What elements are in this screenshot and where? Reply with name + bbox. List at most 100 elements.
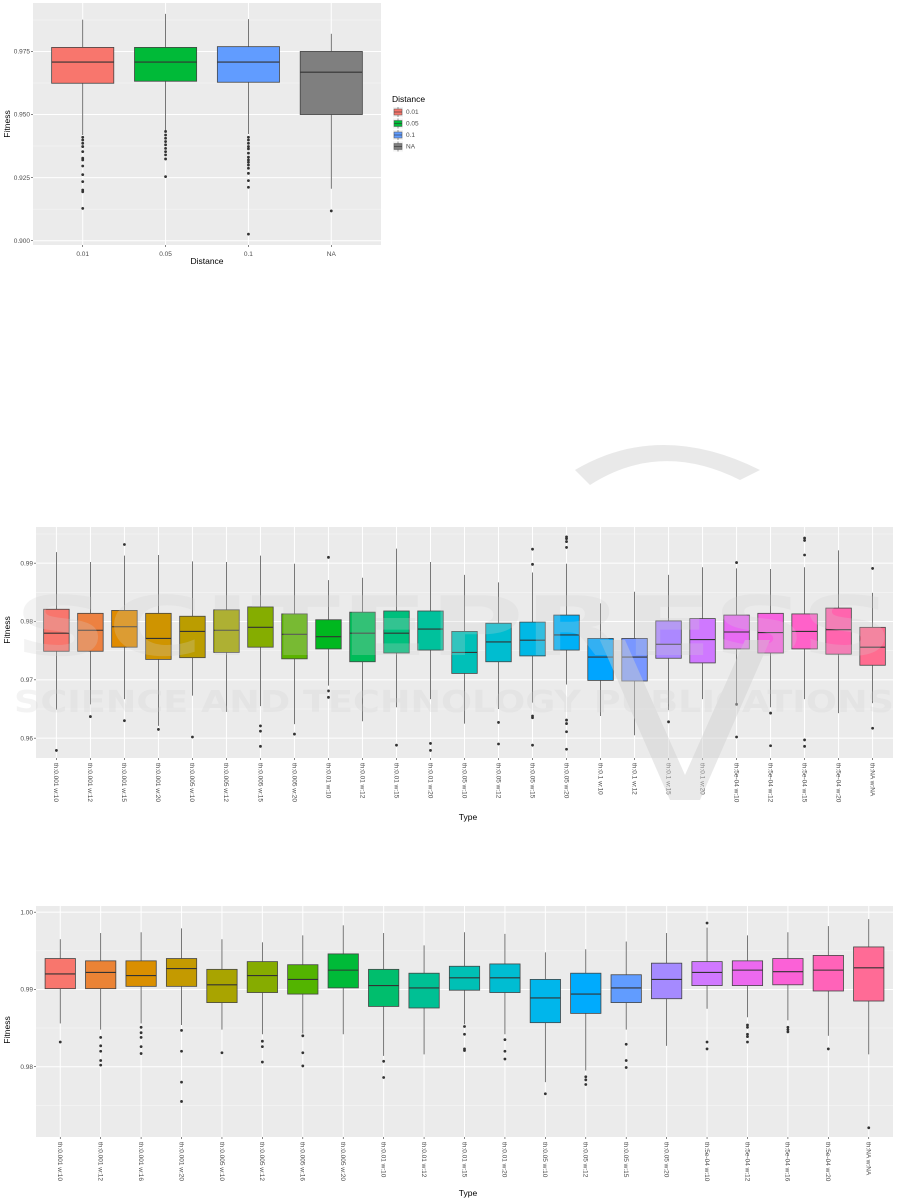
y-tick-label: 0.975 [14,49,31,56]
outlier-point [164,143,167,147]
box-th:0.005 w:20 [281,563,308,736]
outlier-point [531,743,534,747]
box-iqr [757,612,784,654]
x-axis-title: Type [459,1188,478,1198]
x-tick-label: th:0.01 w:20 [501,1142,508,1178]
outlier-point [260,1045,264,1049]
box-iqr [299,51,363,115]
outlier-point [180,1080,183,1084]
x-tick-label: th:0.05 w:20 [562,763,569,799]
x-tick-label: th:0.001 w:15 [120,763,127,802]
x-tick-label: th:0.05 w:15 [622,1142,629,1178]
outlier-point [786,1028,790,1032]
x-tick-label: th:0.01 w:15 [460,1142,467,1178]
box-iqr [408,972,440,1009]
x-tick-label: th:0.01 w:10 [379,1142,386,1178]
outlier-point [803,744,806,748]
outlier-point [329,209,333,213]
outlier-point [301,1051,305,1055]
box-th:0.005 w:12 [246,942,278,1064]
outlier-point [531,562,534,566]
svg-text:SCIENCE AND TECHNOLOGY PUBLICA: SCIENCE AND TECHNOLOGY PUBLICATIONS [14,685,894,720]
outlier-point [247,232,250,236]
box-iqr [691,961,723,986]
box-iqr [731,960,764,986]
plot-panel [33,3,381,245]
outlier-point [746,1025,749,1029]
x-tick-label: th:NA w:NA [865,1142,872,1176]
outlier-point [746,1040,749,1044]
x-tick-label: th:0.05 w:12 [582,1142,589,1178]
box-th:5e-04 w:20 [825,550,852,714]
x-tick-label: th:0.01 w:15 [392,763,399,799]
box-th:0.05 w:12 [485,582,512,746]
outlier-point [247,138,250,142]
box-th:0.01 w:20 [489,933,521,1061]
outlier-point [99,1063,103,1067]
outlier-point [503,1049,507,1053]
outlier-point [584,1078,588,1082]
x-axis-title: Type [459,812,478,822]
y-tick-label: 0.96 [20,735,33,742]
outlier-point [565,540,568,543]
box-0.05 [134,13,198,179]
x-tick-label: th:0.005 w:20 [290,763,297,802]
outlier-point [164,150,167,154]
box-iqr [77,612,104,652]
x-tick-label: th:5e-04 w:20 [824,1142,831,1182]
outlier-point [624,1059,628,1062]
outlier-point [565,722,568,725]
boxplot-chart-3: 0.98 0.99 1.00 th:0.001 w:10 th:0.001 w:12 th… [2,906,893,1198]
box-iqr [621,638,648,682]
box-th:5e-04 w:16 [772,932,804,1034]
x-tick-label: th:0.001 w:10 [52,763,59,802]
box-th:0.01 w:15 [383,548,410,747]
x-tick-label: th:5e-04 w:12 [766,763,773,803]
box-th:0.001 w:15 [111,543,138,723]
box-iqr [125,960,157,987]
outlier-point [327,695,330,699]
outlier-point [259,724,262,728]
y-axis-title: Fitness [2,110,12,137]
outlier-point [247,135,250,139]
outlier-point [382,1076,386,1079]
outlier-point [259,729,262,733]
box-th:NA w:NA [853,919,885,1130]
outlier-point [803,536,806,540]
legend-title: Distance [392,94,425,104]
outlier-point [180,1100,183,1103]
box-th:0.001 w:12 [85,933,117,1067]
outlier-point [871,726,874,730]
outlier-point [164,133,167,137]
legend-entry-label: NA [406,144,416,151]
outlier-point [584,1083,588,1086]
box-iqr [610,974,642,1003]
x-tick-label: th:0.01 w:12 [358,763,365,799]
outlier-point [463,1025,466,1028]
box-iqr [368,968,400,1007]
box-th:0.001 w:16 [125,932,157,1055]
outlier-point [260,1060,264,1064]
outlier-point [81,138,85,142]
x-tick-label: th:0.005 w:15 [256,763,263,802]
outlier-point [503,1057,507,1061]
box-th:0.1 w:10 [587,603,614,716]
outlier-point [99,1035,103,1039]
x-tick-label: th:0.005 w:12 [222,763,229,802]
outlier-point [123,543,126,546]
box-iqr [315,619,342,650]
outlier-point [247,171,250,175]
box-th:0.1 w:12 [621,591,648,736]
outlier-point [55,749,58,752]
box-th:0.005 w:20 [327,925,359,1035]
legend-entry-label: 0.01 [406,109,419,116]
x-tick-label: th:0.001 w:16 [137,1142,144,1181]
outlier-point [81,141,85,145]
outlier-point [746,1032,749,1036]
outlier-point [247,158,250,162]
x-tick-label: th:5e-04 w:16 [784,1142,791,1182]
boxplot-chart-2: 0.96 0.97 0.98 0.99 th:0.001 w:10 th:0.001 w:… [2,527,893,822]
x-tick-label: 0.1 [244,251,253,258]
outlier-point [81,135,85,139]
